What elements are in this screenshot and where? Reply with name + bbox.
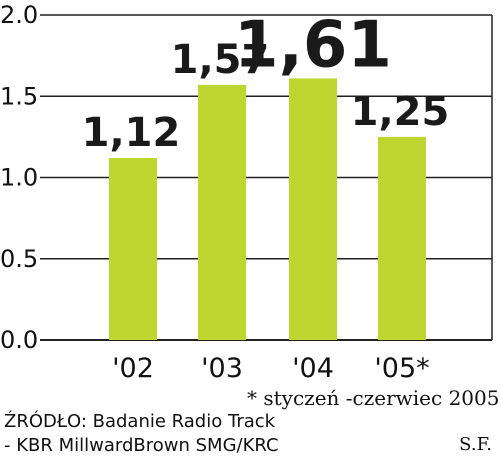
- y-tick-label: 1.0: [0, 164, 38, 192]
- bars: [109, 78, 426, 340]
- x-tick-label: '04: [292, 353, 334, 380]
- x-tick-label: '05*: [374, 353, 429, 380]
- footnote: * styczeń -czerwiec 2005: [247, 386, 500, 410]
- x-tick-label: '02: [112, 353, 154, 380]
- y-axis: 0.0 0.5 1.0 1.5 2.0: [0, 1, 38, 354]
- bar-chart: 0.00.51.01.52.0 '02'03'04'05* 1,121,571,…: [0, 1, 493, 380]
- value-label: 1,25: [351, 89, 450, 135]
- value-label: 1,57: [171, 37, 270, 83]
- source-line-2: - KBR MillwardBrown SMG/KRC: [4, 435, 279, 456]
- bar: [109, 158, 157, 340]
- source-note: ŹRÓDŁO: Badanie Radio Track - KBR Millwa…: [4, 410, 279, 458]
- x-axis: '02 '03 '04 '05*: [112, 353, 430, 380]
- y-tick-label: 2.0: [0, 1, 38, 29]
- y-tick-label: 1.5: [0, 82, 38, 110]
- source-line-1: ŹRÓDŁO: Badanie Radio Track: [4, 411, 276, 432]
- value-label: 1,12: [82, 110, 181, 156]
- author-initials: S.F.: [459, 434, 492, 455]
- y-tick-label: 0.5: [0, 245, 38, 273]
- y-tick-label: 0.0: [0, 326, 38, 354]
- bar: [378, 136, 426, 340]
- x-tick-label: '03: [201, 353, 243, 380]
- value-labels: 1,12 1,571,61 1,25: [82, 8, 450, 156]
- bar: [198, 84, 246, 340]
- highlighted-value-label: 1,61: [234, 8, 392, 82]
- bar: [289, 78, 337, 340]
